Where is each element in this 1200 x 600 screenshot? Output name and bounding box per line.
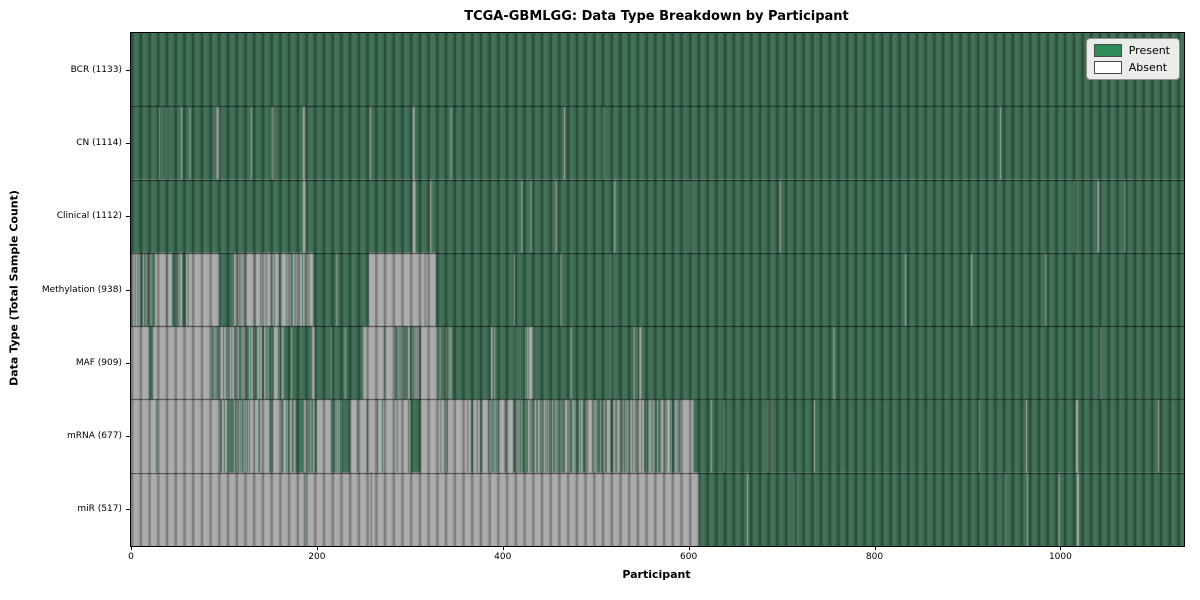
legend-absent-swatch	[1093, 61, 1122, 74]
y-tick-mark-Clinical	[126, 216, 130, 218]
presence-matrix-canvas	[131, 33, 1184, 546]
y-tick-mark-mRNA	[126, 436, 130, 438]
legend-present-label: Present	[1128, 44, 1170, 57]
x-tick-mark-200	[316, 546, 318, 550]
y-tick-label-MAF: MAF (909)	[75, 357, 122, 368]
plot-area	[130, 32, 1185, 547]
x-tick-mark-1000	[1060, 546, 1062, 550]
y-tick-label-miR: miR (517)	[77, 504, 122, 515]
y-tick-mark-BCR	[126, 69, 130, 71]
y-tick-label-Methylation: Methylation (938)	[41, 284, 122, 295]
legend: Present Absent	[1085, 38, 1180, 80]
x-tick-label-1000: 1000	[1048, 552, 1072, 562]
y-tick-label-Clinical: Clinical (1112)	[56, 211, 122, 222]
y-tick-label-CN: CN (1114)	[76, 137, 122, 148]
y-tick-label-mRNA: mRNA (677)	[67, 431, 122, 442]
x-axis-label: Participant	[622, 568, 691, 581]
x-tick-mark-400	[502, 546, 504, 550]
y-tick-mark-miR	[126, 509, 130, 511]
y-tick-mark-CN	[126, 142, 130, 144]
x-tick-mark-0	[131, 546, 132, 550]
x-tick-mark-600	[688, 546, 690, 550]
y-tick-mark-MAF	[126, 362, 130, 364]
x-tick-label-0: 0	[128, 552, 134, 562]
x-tick-label-600: 600	[680, 552, 698, 562]
y-tick-label-BCR: BCR (1133)	[70, 64, 122, 75]
legend-item-absent: Absent	[1093, 61, 1170, 74]
y-tick-mark-Methylation	[126, 289, 130, 291]
chart-title: TCGA-GBMLGG: Data Type Breakdown by Part…	[464, 9, 849, 24]
x-tick-label-800: 800	[865, 552, 884, 562]
legend-absent-label: Absent	[1128, 61, 1168, 74]
x-tick-label-400: 400	[494, 552, 512, 562]
legend-present-swatch	[1093, 44, 1122, 57]
x-tick-label-200: 200	[308, 552, 326, 562]
x-tick-mark-800	[874, 546, 876, 550]
legend-item-present: Present	[1093, 44, 1170, 57]
